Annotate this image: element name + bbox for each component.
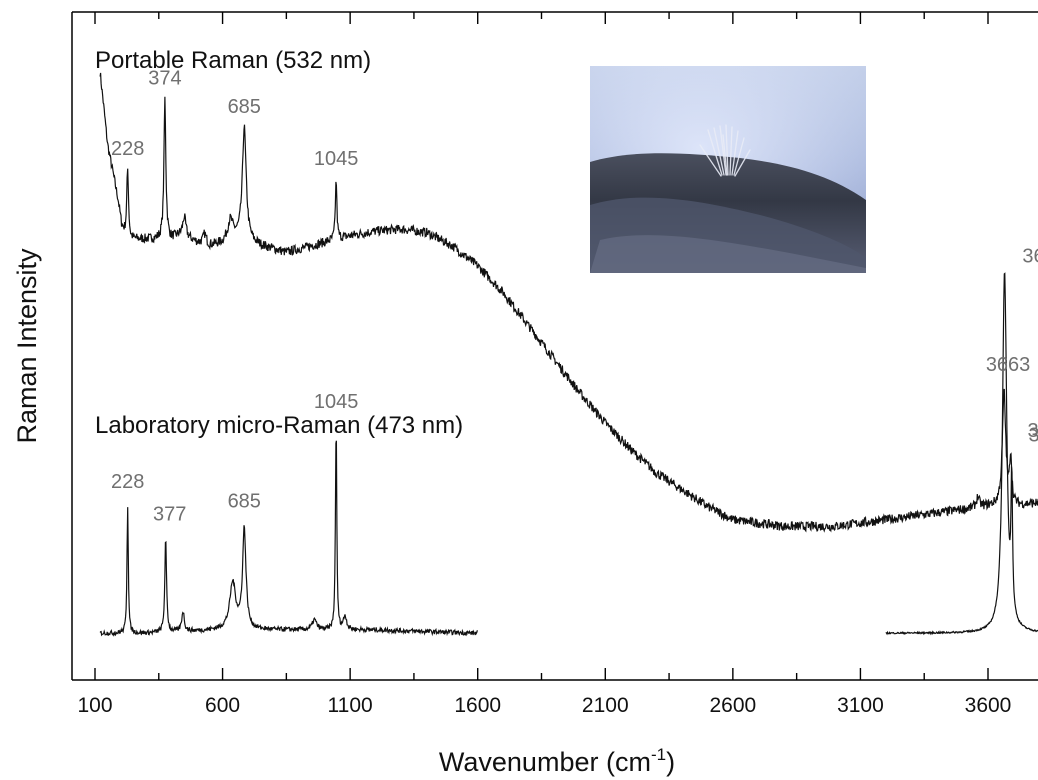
- peak-label-portable-685: 685: [228, 96, 261, 118]
- peak-label-portable-3689: 3689: [1028, 425, 1038, 447]
- x-tick-label-3600: 3600: [965, 694, 1012, 717]
- x-tick-labels: 100 600 1100 1600 2100 2600 3100 3600: [77, 694, 1011, 717]
- x-tick-label-100: 100: [77, 694, 112, 717]
- plot-frame: [71, 11, 1038, 681]
- peak-label-portable-3663: 3663: [986, 354, 1031, 376]
- x-axis-label: Wavenumber (cm-1): [439, 745, 675, 777]
- x-ticks: [94, 12, 989, 680]
- series-line-laboratory: [99, 440, 479, 638]
- x-axis-label-text: Wavenumber (cm: [439, 747, 651, 777]
- peak-label-laboratory-685: 685: [228, 491, 261, 513]
- peak-label-laboratory-1045: 1045: [314, 391, 359, 413]
- peak-label-laboratory-3693: 3693: [1027, 420, 1038, 442]
- peak-label-portable-228: 228: [111, 138, 144, 160]
- series-line-laboratory-oh: [885, 272, 1038, 636]
- peak-label-laboratory-228: 228: [111, 471, 144, 493]
- peak-label-laboratory-377: 377: [153, 503, 186, 525]
- series-line-portable: [99, 72, 1038, 533]
- series-title-laboratory: Laboratory micro-Raman (473 nm): [95, 412, 463, 439]
- x-tick-label-600: 600: [205, 694, 240, 717]
- peak-labels: 228 374 685 1045 3663 3689 228 377 685 1045 3665 36…: [111, 67, 1038, 525]
- x-tick-label-1600: 1600: [454, 694, 501, 717]
- x-axis-label-sup: -1: [651, 745, 666, 764]
- x-axis-label-close: ): [666, 747, 675, 777]
- x-tick-label-2600: 2600: [709, 694, 756, 717]
- peak-label-portable-374: 374: [148, 67, 181, 89]
- series-lines: [99, 72, 1038, 638]
- peak-label-portable-1045: 1045: [314, 148, 359, 170]
- peak-label-laboratory-3665: 3665: [1022, 245, 1038, 267]
- x-tick-label-2100: 2100: [582, 694, 629, 717]
- x-tick-label-3100: 3100: [837, 694, 884, 717]
- y-axis-label: Raman Intensity: [12, 248, 42, 444]
- x-tick-label-1100: 1100: [328, 694, 373, 717]
- inset-photo: [590, 66, 866, 273]
- series-title-portable: Portable Raman (532 nm): [95, 47, 371, 74]
